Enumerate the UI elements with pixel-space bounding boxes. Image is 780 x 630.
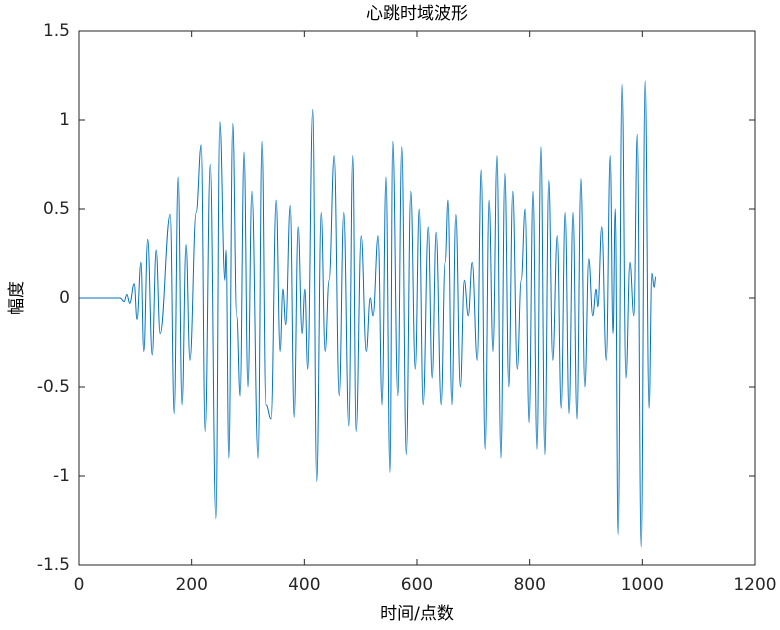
y-tick-label: -1.5 [37, 555, 70, 575]
x-tick-label: 1000 [621, 575, 664, 595]
y-axis-label: 幅度 [7, 281, 27, 315]
data-line [78, 80, 657, 548]
plot-frame [78, 30, 756, 566]
x-tick-label: 600 [401, 575, 433, 595]
x-tick-label: 200 [175, 575, 207, 595]
y-tick-label: 0 [59, 288, 70, 308]
x-tick-label: 0 [74, 575, 85, 595]
y-tick-label: -0.5 [37, 377, 70, 397]
chart-title: 心跳时域波形 [366, 4, 468, 24]
y-tick-label: 0.5 [43, 199, 70, 219]
y-tick-label: 1.5 [43, 21, 70, 41]
y-tick-label: -1 [53, 466, 70, 486]
x-tick-label: 400 [288, 575, 320, 595]
x-tick-label: 1200 [733, 575, 776, 595]
y-tick-label: 1 [59, 110, 70, 130]
x-axis-label: 时间/点数 [380, 604, 454, 624]
x-tick-label: 800 [513, 575, 545, 595]
